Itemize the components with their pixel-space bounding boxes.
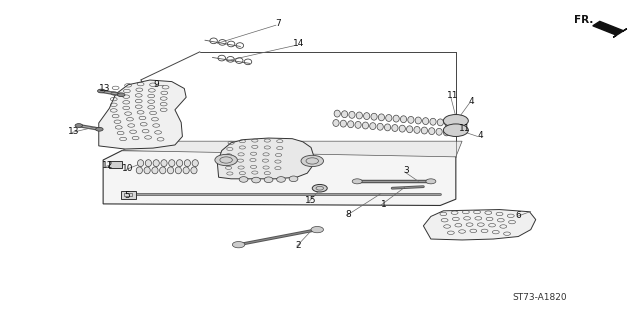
Circle shape (426, 179, 436, 184)
Circle shape (117, 93, 125, 97)
Ellipse shape (430, 118, 436, 125)
Text: FR.: FR. (575, 15, 594, 26)
Ellipse shape (276, 177, 285, 182)
Circle shape (97, 89, 105, 93)
Polygon shape (217, 138, 313, 179)
Ellipse shape (348, 121, 354, 128)
Ellipse shape (406, 126, 413, 133)
Circle shape (312, 184, 327, 192)
Text: 3: 3 (403, 166, 409, 175)
FancyArrow shape (593, 21, 627, 37)
Ellipse shape (392, 124, 398, 132)
Ellipse shape (264, 177, 273, 183)
Ellipse shape (362, 122, 369, 129)
Ellipse shape (252, 177, 261, 183)
Ellipse shape (356, 112, 362, 119)
Ellipse shape (408, 116, 414, 123)
Ellipse shape (341, 111, 348, 118)
Ellipse shape (289, 176, 298, 182)
Text: 15: 15 (305, 196, 317, 205)
Ellipse shape (144, 167, 150, 174)
Circle shape (443, 124, 468, 136)
Ellipse shape (443, 129, 450, 136)
Ellipse shape (378, 114, 385, 121)
Ellipse shape (153, 160, 159, 167)
Text: 10: 10 (122, 164, 134, 173)
Ellipse shape (192, 160, 198, 167)
Ellipse shape (191, 167, 197, 174)
Ellipse shape (385, 115, 392, 121)
Text: 4: 4 (469, 98, 475, 107)
Ellipse shape (437, 119, 443, 126)
Text: 7: 7 (275, 19, 281, 28)
Ellipse shape (160, 167, 166, 174)
Circle shape (311, 227, 324, 233)
Ellipse shape (415, 117, 422, 124)
Ellipse shape (384, 124, 390, 131)
Circle shape (233, 242, 245, 248)
Ellipse shape (436, 128, 442, 135)
Ellipse shape (169, 160, 175, 167)
Ellipse shape (183, 167, 189, 174)
Text: 13: 13 (68, 127, 80, 136)
Ellipse shape (377, 123, 383, 130)
Text: 11: 11 (459, 124, 471, 133)
Polygon shape (122, 141, 462, 157)
Text: ST73-A1820: ST73-A1820 (513, 293, 568, 302)
Ellipse shape (145, 160, 152, 167)
FancyBboxPatch shape (120, 191, 136, 199)
Polygon shape (424, 210, 536, 240)
Ellipse shape (175, 167, 182, 174)
Circle shape (443, 115, 468, 127)
Ellipse shape (364, 113, 370, 120)
Ellipse shape (334, 110, 340, 117)
Text: 4: 4 (478, 131, 483, 140)
Ellipse shape (393, 115, 399, 122)
Text: 9: 9 (154, 80, 159, 89)
Ellipse shape (399, 125, 405, 132)
Ellipse shape (176, 160, 183, 167)
Ellipse shape (340, 120, 347, 127)
Ellipse shape (401, 116, 406, 123)
Ellipse shape (429, 128, 435, 135)
Ellipse shape (138, 160, 144, 167)
FancyBboxPatch shape (110, 161, 122, 168)
Text: 12: 12 (103, 161, 114, 170)
Text: 13: 13 (99, 84, 111, 93)
Text: 11: 11 (447, 91, 459, 100)
Polygon shape (99, 80, 186, 149)
Ellipse shape (136, 167, 143, 174)
Ellipse shape (355, 121, 361, 128)
Circle shape (96, 127, 103, 131)
Ellipse shape (445, 120, 451, 126)
Ellipse shape (371, 113, 377, 120)
Ellipse shape (421, 127, 427, 134)
Text: 2: 2 (296, 241, 301, 250)
Ellipse shape (240, 177, 248, 182)
Circle shape (352, 179, 362, 184)
Ellipse shape (152, 167, 158, 174)
Circle shape (75, 124, 83, 127)
Ellipse shape (369, 123, 376, 130)
Circle shape (301, 155, 324, 167)
Ellipse shape (184, 160, 190, 167)
Ellipse shape (168, 167, 174, 174)
Text: 14: 14 (293, 39, 304, 48)
Text: 5: 5 (124, 191, 130, 200)
Text: 8: 8 (346, 210, 352, 220)
Ellipse shape (414, 126, 420, 133)
Ellipse shape (161, 160, 167, 167)
Text: 1: 1 (381, 200, 387, 209)
Ellipse shape (422, 118, 429, 124)
Polygon shape (103, 151, 456, 205)
Text: 6: 6 (515, 211, 521, 220)
Ellipse shape (349, 111, 355, 118)
Circle shape (215, 154, 238, 166)
Ellipse shape (333, 120, 339, 126)
